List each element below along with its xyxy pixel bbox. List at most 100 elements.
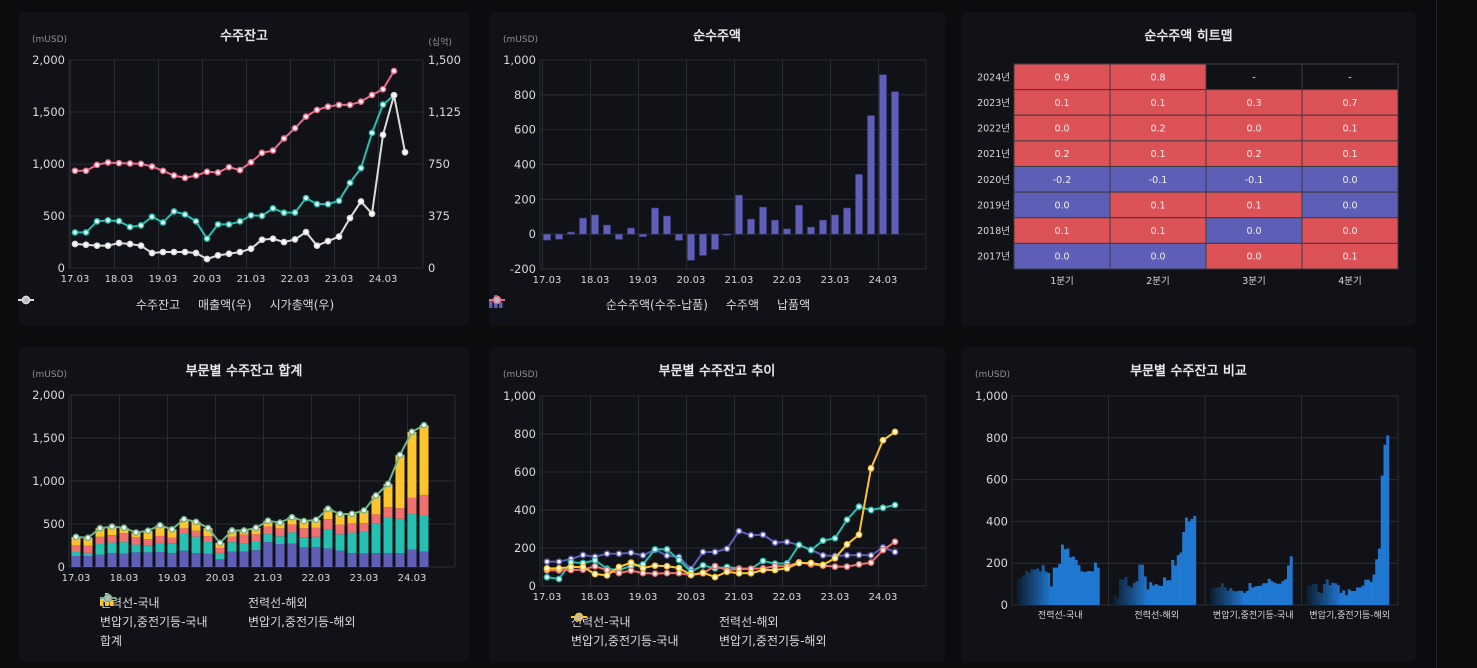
compare-bar — [1325, 579, 1329, 605]
series-0-point — [302, 194, 310, 202]
scrollbar-divider — [1436, 0, 1437, 668]
stacked-bar-segment — [395, 518, 405, 554]
legend-item[interactable]: 변압기,중전기등-해외 — [100, 593, 378, 631]
total-point — [204, 524, 212, 532]
compare-bar — [1083, 571, 1086, 605]
heatmap-cell-value: 0.3 — [1246, 98, 1261, 109]
heatmap-cell — [1013, 89, 1111, 116]
total-point — [120, 524, 128, 532]
total-point — [264, 517, 272, 525]
stacked-bar-segment — [95, 536, 105, 545]
sector-0-point — [771, 539, 779, 547]
sector-0-point — [615, 550, 623, 558]
total-point — [180, 515, 188, 523]
heatmap-cell — [1013, 140, 1111, 167]
sector-line-chart: 0 200 400 600 800 1,000 17.03 18.03 19.03 20.03 21… — [503, 389, 927, 603]
compare-bar — [1044, 571, 1048, 605]
compare-bar — [1306, 585, 1310, 605]
series-0-point — [368, 129, 376, 137]
legend-item[interactable]: 전력선-국내 — [100, 593, 230, 612]
stacked-bar-segment — [299, 521, 309, 529]
left-axis-unit: (mUSD) — [975, 370, 1011, 380]
compare-bar — [1287, 565, 1290, 605]
stacked-bar-segment — [371, 553, 381, 567]
legend-item[interactable]: 합계 — [100, 593, 230, 650]
stacked-bar-segment — [167, 537, 177, 544]
legend-item[interactable]: 순수주액(수주-납품) — [489, 295, 708, 314]
legend-item[interactable]: 시가총액(우) — [18, 295, 334, 314]
compare-bar — [1254, 586, 1257, 605]
legend-item[interactable]: 전력선-해외 — [571, 612, 849, 631]
series-0-point — [214, 221, 222, 228]
chart-title: 순수주액 히트맵 — [1144, 29, 1233, 44]
stacked-bar-segment — [71, 555, 81, 567]
sector-2-point — [615, 569, 623, 577]
series-1-point — [148, 163, 156, 170]
stacked-bar-segment — [371, 523, 381, 554]
sector-0-point — [627, 549, 635, 557]
y-tick-label: 500 — [43, 209, 65, 223]
series-1-point — [225, 163, 233, 171]
compare-bar — [1221, 583, 1224, 605]
legend-item[interactable]: 전력선-국내 — [571, 612, 701, 631]
net-order-bar — [891, 91, 899, 235]
sector-2-point — [651, 570, 659, 577]
compare-bar — [1179, 552, 1183, 605]
sector-2-point — [663, 569, 671, 577]
series-2-point — [170, 248, 178, 256]
sector-0-point — [555, 558, 563, 566]
compare-bar — [1251, 587, 1255, 605]
stacked-bar-segment — [359, 531, 369, 554]
legend-item[interactable]: 변압기,중전기등-해외 — [571, 612, 849, 650]
heatmap-cell-value: 0.0 — [1342, 200, 1357, 211]
series-0-point — [280, 209, 288, 217]
stacked-bar-segment — [131, 552, 141, 567]
compare-bar — [1135, 581, 1139, 605]
compare-bar — [1386, 435, 1390, 605]
stacked-bar-segment — [167, 553, 177, 567]
legend-item[interactable]: 변압기,중전기등-국내 — [100, 593, 230, 631]
legend-item[interactable]: 전력선-해외 — [100, 593, 378, 612]
sector-0-point — [855, 551, 863, 559]
stacked-bar-segment — [371, 514, 381, 524]
legend-item[interactable]: 매출액(우) — [18, 295, 252, 314]
sector-3-point — [831, 554, 839, 562]
legend: 수주잔고 매출액(우) 시가총액(우) — [18, 295, 470, 314]
series-0-point — [225, 221, 233, 228]
y-tick-label: 400 — [514, 503, 536, 517]
stacked-bar-segment — [191, 536, 201, 554]
net-order-bar — [543, 233, 551, 241]
total-point — [384, 480, 392, 488]
compare-bar — [1080, 571, 1084, 605]
series-2-point — [126, 240, 134, 248]
series-2-point — [269, 235, 277, 243]
x-tick-label: 22.03 — [281, 274, 310, 285]
y-tick-label: 1,500 — [32, 431, 65, 445]
x-tick-label: 18.03 — [105, 274, 134, 285]
series-0-point — [335, 197, 343, 205]
sector-3-point — [615, 563, 623, 571]
series-0-point — [192, 218, 200, 225]
compare-bar — [1331, 582, 1335, 605]
series-1-point — [346, 101, 354, 109]
sector-3-point — [855, 531, 863, 539]
series-1-point — [258, 149, 266, 157]
legend-item[interactable]: 변압기,중전기등-국내 — [571, 612, 701, 650]
legend-item[interactable]: 수주액 — [489, 295, 759, 314]
series-1-point — [159, 167, 167, 175]
sector-1-point — [867, 506, 875, 514]
legend-item[interactable]: 수주잔고 — [18, 295, 180, 314]
legend-item[interactable]: 납품액 — [489, 295, 811, 314]
series-0-point — [181, 211, 189, 218]
compare-bar — [1328, 585, 1332, 605]
x-tick-label: 23.03 — [821, 275, 850, 286]
left-axis-unit: (mUSD) — [32, 35, 68, 45]
series-2-point — [236, 248, 244, 256]
heatmap-cell-value: 0.1 — [1342, 149, 1357, 160]
compare-bar — [1088, 570, 1092, 605]
heatmap-cell — [1109, 89, 1207, 116]
stacked-bar-segment — [287, 543, 297, 567]
series-2-point — [203, 255, 211, 263]
legend-label: 납품액 — [777, 298, 811, 312]
series-1-point — [313, 106, 321, 114]
